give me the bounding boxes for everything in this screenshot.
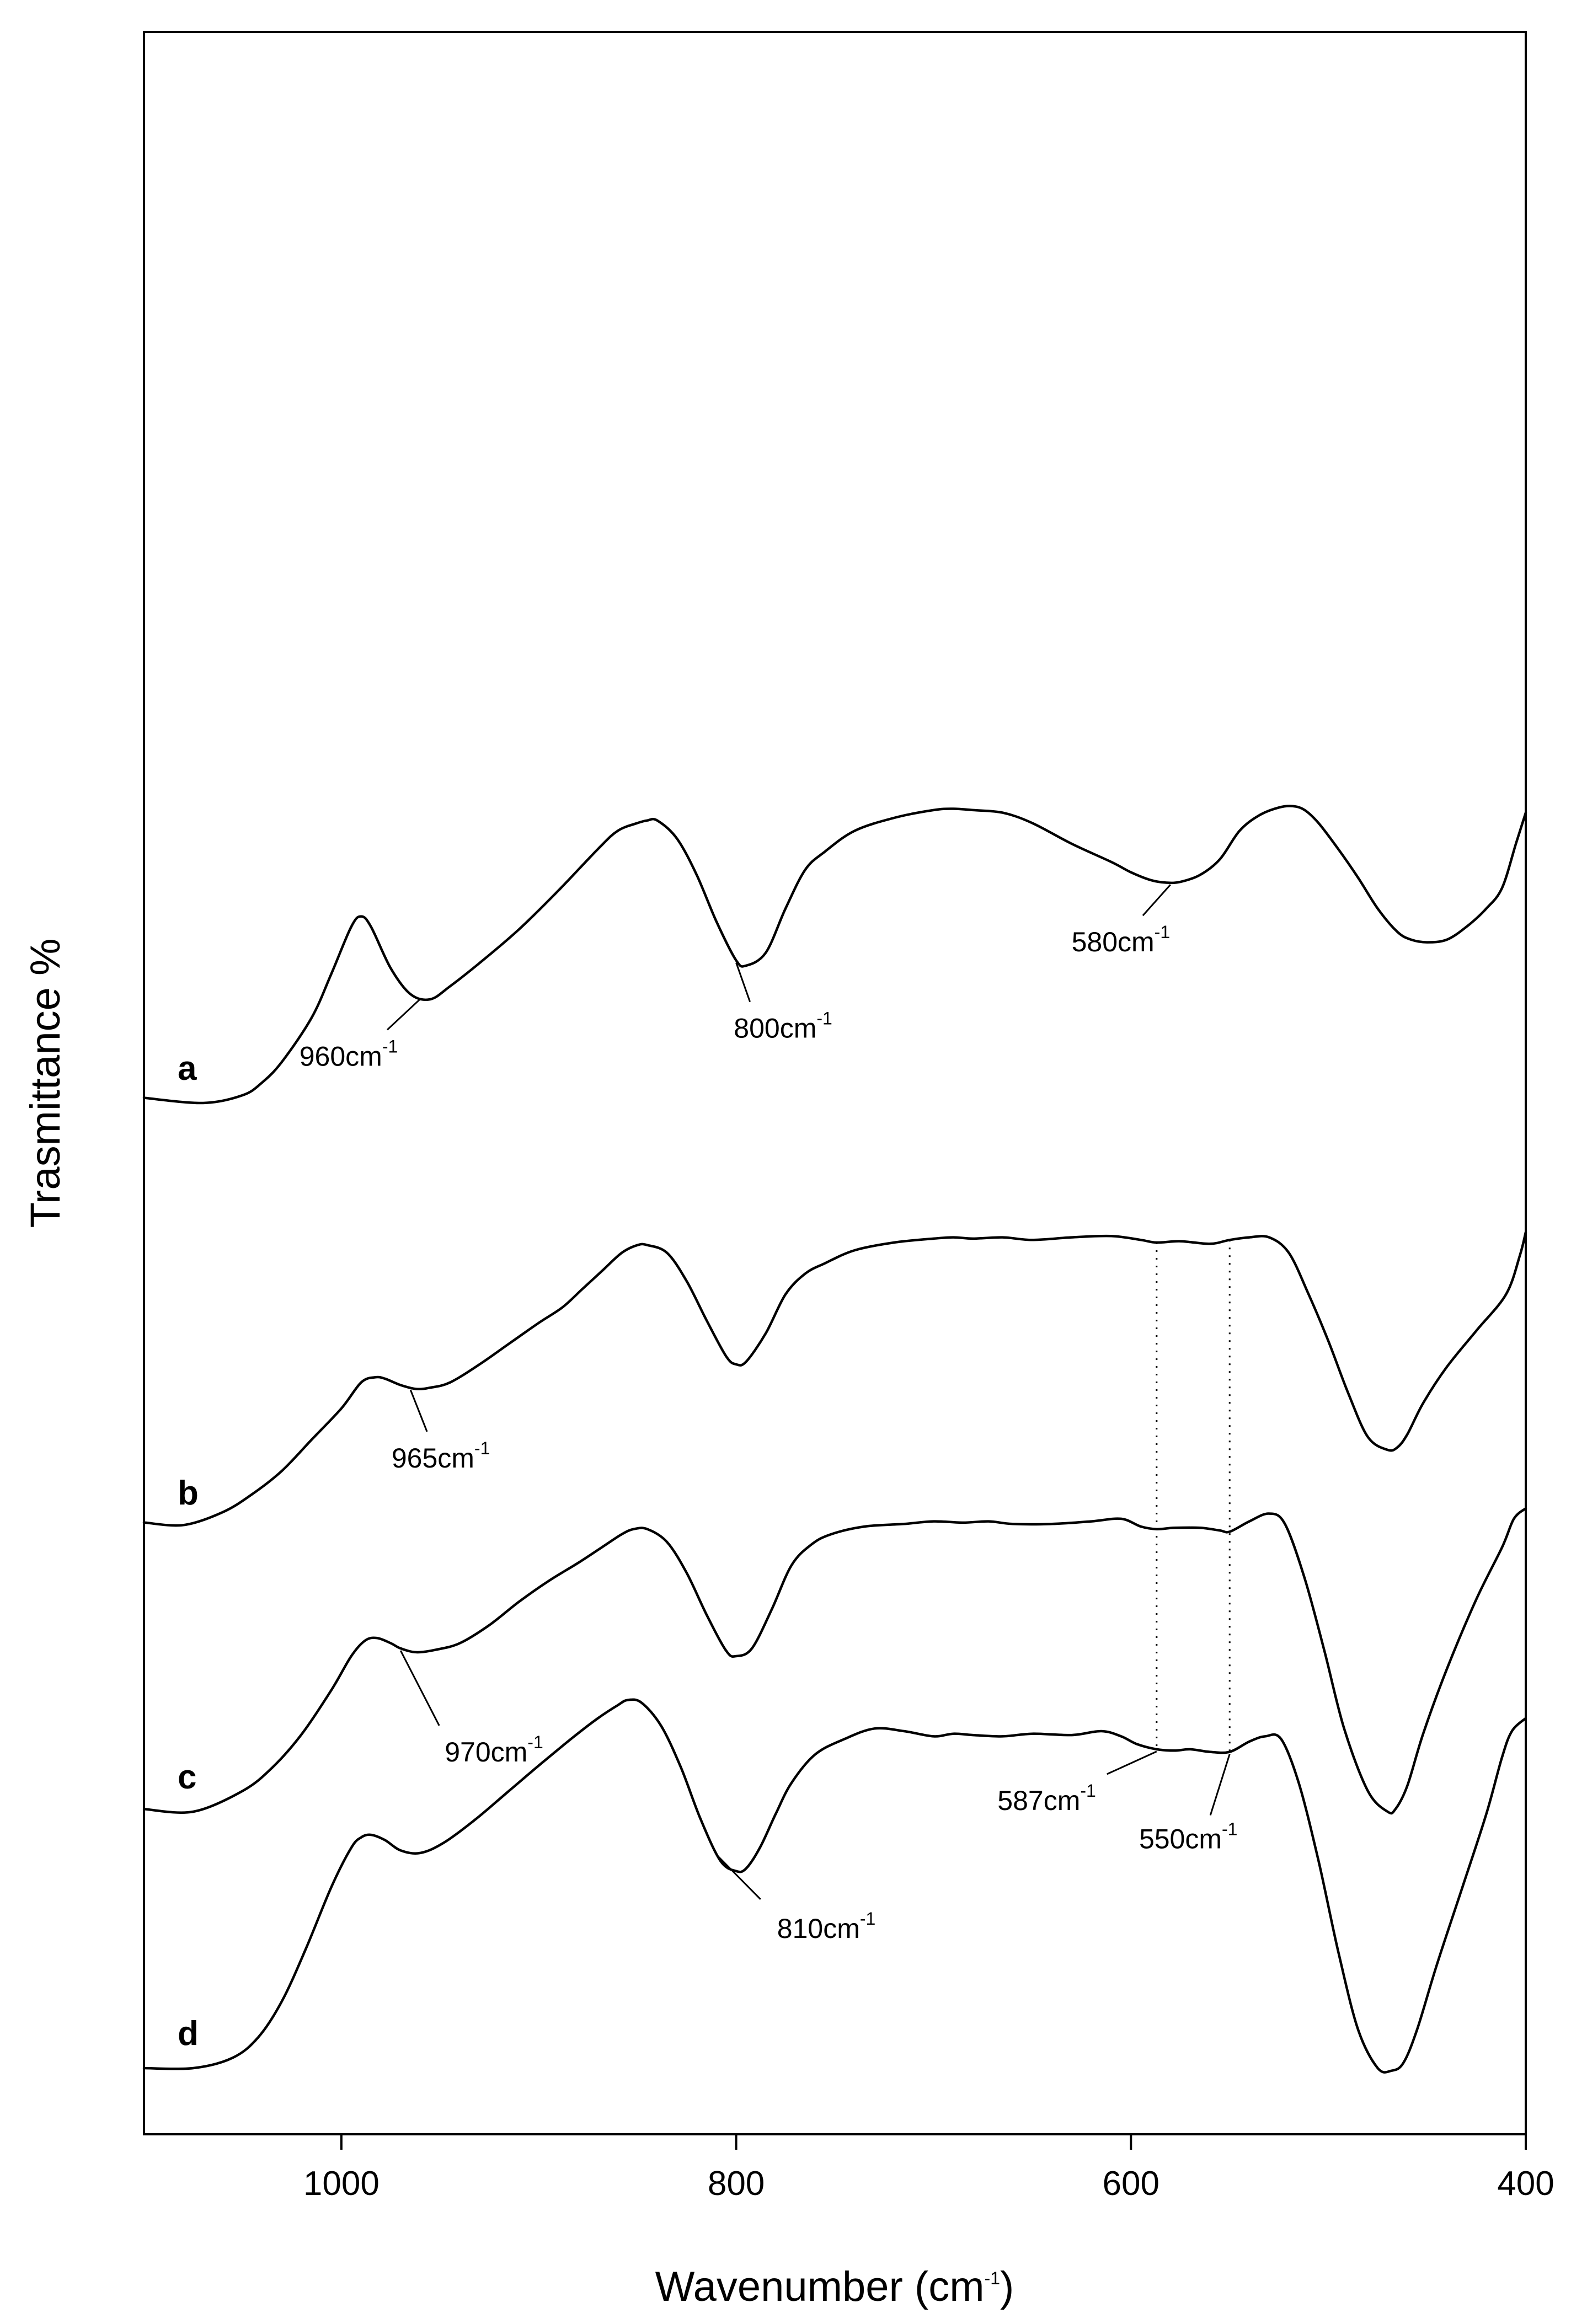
leader-800	[735, 962, 751, 1002]
leader-970	[399, 1650, 440, 1726]
annotation-970: 970cm-1	[445, 1732, 543, 1768]
series-labels: a b c d	[178, 1049, 199, 2053]
leader-580	[1142, 884, 1171, 917]
leader-960	[386, 998, 421, 1031]
series-line-a	[142, 805, 1527, 1105]
annotation-960: 960cm-1	[300, 1036, 398, 1072]
series-layer	[142, 805, 1527, 2074]
series-label-d: d	[178, 2015, 199, 2053]
series-line-d	[142, 1698, 1527, 2074]
series-label-b: b	[178, 1474, 199, 1512]
series-line-b	[142, 1230, 1527, 1527]
x-tick-label-400: 400	[1497, 2165, 1554, 2203]
annotation-550: 550cm-1	[1139, 1819, 1238, 1855]
annotation-965: 965cm-1	[392, 1438, 490, 1474]
x-axis-title: Wavenumber (cm-1)	[655, 2263, 1014, 2310]
guide-lines	[1156, 1240, 1231, 1752]
x-tick-label-600: 600	[1103, 2165, 1159, 2203]
x-tick-label-800: 800	[708, 2165, 765, 2203]
leader-587	[1107, 1750, 1157, 1775]
annotation-810: 810cm-1	[777, 1909, 876, 1944]
leader-965	[409, 1389, 428, 1432]
annotation-587: 587cm-1	[997, 1781, 1096, 1816]
leader-550	[1209, 1754, 1231, 1816]
x-tick-label-1000: 1000	[303, 2165, 380, 2203]
series-label-a: a	[178, 1049, 197, 1088]
plot-frame	[143, 31, 1527, 2135]
annotation-580: 580cm-1	[1072, 922, 1171, 957]
leader-810	[715, 1854, 761, 1900]
annotation-800: 800cm-1	[734, 1009, 832, 1044]
series-line-c	[142, 1507, 1527, 1815]
y-axis-title: Trasmittance %	[22, 938, 69, 1228]
peak-annotations: 580cm-1 800cm-1 960cm-1 965cm-1 970cm-1 810cm…	[300, 884, 1238, 1944]
series-label-c: c	[178, 1758, 196, 1796]
x-axis-ticks: 1000 800 600 400	[303, 2134, 1554, 2203]
